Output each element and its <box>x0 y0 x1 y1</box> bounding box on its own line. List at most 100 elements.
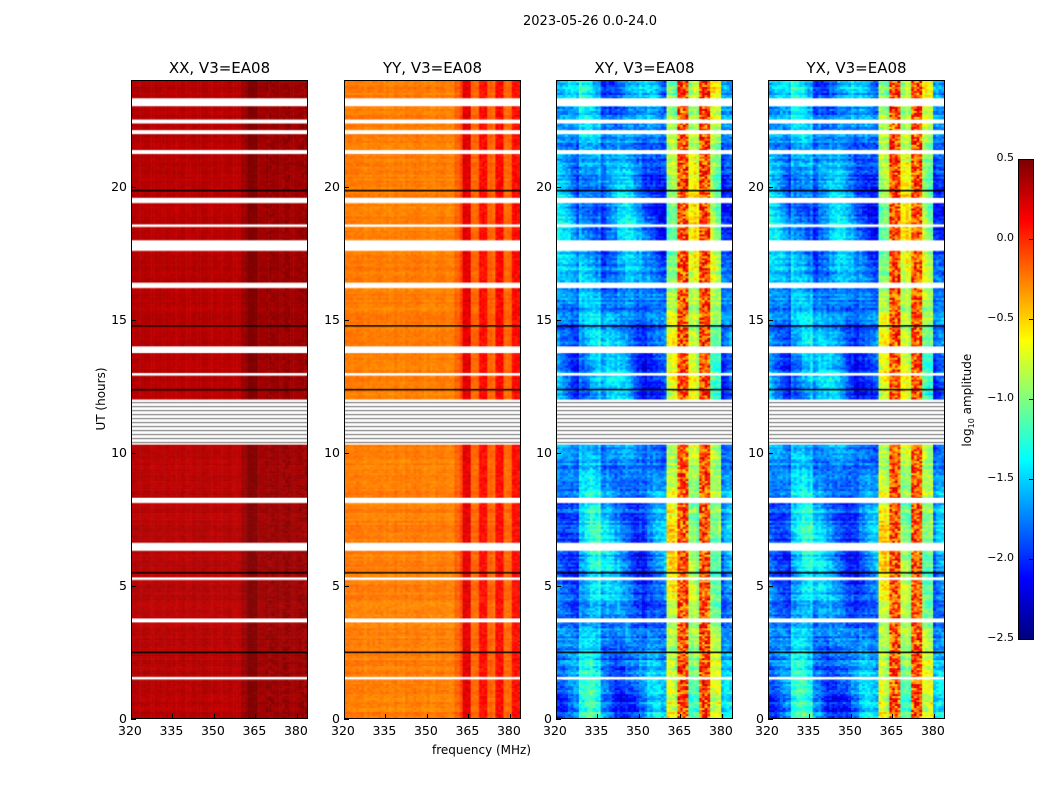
colorbar-tick-label: −1.0 <box>987 391 1014 404</box>
x-tick-label: 380 <box>708 723 733 738</box>
x-tick-label: 335 <box>159 723 184 738</box>
y-tick-label: 20 <box>748 178 764 194</box>
x-tick-mark <box>809 714 811 719</box>
y-tick-mark <box>556 719 561 720</box>
x-axis-label: frequency (MHz) <box>432 743 532 757</box>
colorbar-tick-label: 0.0 <box>996 231 1015 244</box>
x-tick-mark <box>344 714 345 719</box>
colorbar-tick-label: −2.0 <box>987 551 1014 564</box>
y-tick-label: 10 <box>536 444 552 460</box>
colorbar-tick-label: −0.5 <box>987 311 1014 324</box>
y-tick-mark <box>556 319 561 321</box>
y-tick-label: 20 <box>324 178 340 194</box>
heatmap-panel <box>768 80 945 719</box>
x-tick-label: 365 <box>455 723 480 738</box>
y-tick-mark <box>344 319 349 321</box>
y-tick-mark <box>131 452 136 454</box>
y-tick-label: 10 <box>111 444 127 460</box>
y-tick-label: 15 <box>748 311 764 327</box>
x-tick-mark <box>850 714 852 719</box>
y-tick-label: 10 <box>324 444 340 460</box>
x-tick-label: 380 <box>920 723 945 738</box>
figure-title: 2023-05-26 0.0-24.0 <box>523 14 657 29</box>
x-tick-label: 335 <box>372 723 397 738</box>
x-tick-label: 350 <box>413 723 438 738</box>
y-tick-label: 15 <box>111 311 127 327</box>
x-tick-mark <box>131 714 132 719</box>
x-tick-mark <box>468 714 470 719</box>
x-tick-mark <box>556 714 557 719</box>
x-tick-mark <box>638 714 640 719</box>
x-tick-label: 320 <box>331 723 355 738</box>
colorbar-tick-mark <box>1029 159 1034 160</box>
y-tick-label: 5 <box>332 577 340 593</box>
x-tick-mark <box>296 714 298 719</box>
x-tick-label: 365 <box>667 723 692 738</box>
x-tick-label: 335 <box>796 723 821 738</box>
x-tick-mark <box>172 714 174 719</box>
panel-title: XX, V3=EA08 <box>168 59 271 77</box>
x-tick-label: 350 <box>625 723 650 738</box>
y-tick-label: 20 <box>536 178 552 194</box>
colorbar-tick-mark <box>1029 319 1034 320</box>
panel-title: YX, V3=EA08 <box>806 59 907 77</box>
x-tick-mark <box>933 714 935 719</box>
heatmap-panel <box>344 80 521 719</box>
heatmap-panel <box>131 80 308 719</box>
colorbar-label-text: amplitude <box>959 353 974 419</box>
x-tick-mark <box>385 714 387 719</box>
y-tick-mark <box>768 319 773 321</box>
colorbar-tick-mark <box>1029 559 1034 560</box>
y-tick-mark <box>768 186 773 188</box>
x-tick-mark <box>426 714 428 719</box>
panel-title: YY, V3=EA08 <box>382 59 483 77</box>
colorbar-tick-label: 0.5 <box>996 151 1015 164</box>
y-tick-mark <box>556 452 561 454</box>
x-tick-label: 365 <box>879 723 904 738</box>
x-tick-label: 320 <box>755 723 779 738</box>
y-tick-label: 15 <box>536 311 552 327</box>
y-tick-mark <box>344 452 349 454</box>
y-tick-label: 5 <box>119 577 127 593</box>
x-tick-label: 350 <box>837 723 862 738</box>
y-tick-mark <box>556 585 561 587</box>
y-tick-label: 0 <box>332 711 340 726</box>
x-tick-mark <box>255 714 257 719</box>
x-tick-mark <box>721 714 723 719</box>
x-tick-mark <box>680 714 682 719</box>
y-tick-mark <box>768 719 773 720</box>
y-tick-label: 5 <box>544 577 552 593</box>
x-tick-mark <box>768 714 769 719</box>
y-tick-label: 0 <box>756 711 764 726</box>
colorbar-tick-label: −1.5 <box>987 471 1014 484</box>
y-tick-label: 10 <box>748 444 764 460</box>
colorbar-label-sub: 10 <box>967 418 977 429</box>
y-tick-label: 0 <box>119 711 127 726</box>
colorbar-tick-label: −2.5 <box>987 631 1014 644</box>
x-tick-mark <box>892 714 894 719</box>
y-tick-mark <box>131 319 136 321</box>
x-tick-label: 350 <box>200 723 225 738</box>
colorbar-tick-mark <box>1029 399 1034 400</box>
y-tick-label: 20 <box>111 178 127 194</box>
x-tick-mark <box>213 714 215 719</box>
x-tick-label: 380 <box>496 723 521 738</box>
y-tick-mark <box>131 186 136 188</box>
y-tick-mark <box>344 585 349 587</box>
y-tick-mark <box>344 719 349 720</box>
x-tick-label: 320 <box>118 723 142 738</box>
y-tick-mark <box>768 452 773 454</box>
y-tick-mark <box>131 719 136 720</box>
y-tick-label: 15 <box>324 311 340 327</box>
colorbar-tick-mark <box>1029 639 1034 640</box>
x-tick-mark <box>509 714 511 719</box>
y-tick-mark <box>556 186 561 188</box>
y-tick-mark <box>344 186 349 188</box>
panel-title: XY, V3=EA08 <box>594 59 695 77</box>
y-tick-label: 5 <box>756 577 764 593</box>
colorbar-tick-mark <box>1029 479 1034 480</box>
colorbar-tick-mark <box>1029 239 1034 240</box>
x-tick-mark <box>597 714 599 719</box>
y-tick-mark <box>768 585 773 587</box>
y-tick-label: 0 <box>544 711 552 726</box>
